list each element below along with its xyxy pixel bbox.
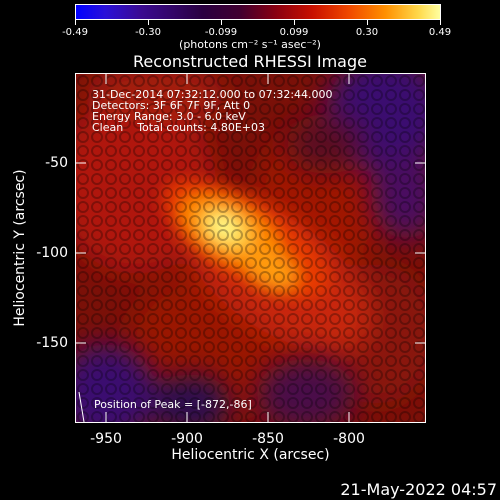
y-tick-label: -150 bbox=[36, 335, 68, 351]
colorbar-units: (photons cm⁻² s⁻¹ asec⁻²) bbox=[179, 38, 321, 51]
x-axis-label: Heliocentric X (arcsec) bbox=[171, 447, 330, 463]
heatmap-plot[interactable]: 31-Dec-2014 07:32:12.000 to 07:32:44.000… bbox=[75, 73, 426, 423]
heatmap-svg bbox=[76, 74, 425, 422]
y-axis-label: Heliocentric Y (arcsec) bbox=[12, 169, 28, 327]
clean-artifacts bbox=[76, 74, 425, 422]
colorbar-tick: -0.099 bbox=[204, 27, 238, 38]
arrow-marker bbox=[78, 391, 85, 422]
annotation-detectors: Detectors: 3F 6F 7F 9F, Att 0 bbox=[92, 99, 251, 112]
axis-ticks bbox=[76, 74, 425, 422]
x-tick-label: -900 bbox=[171, 431, 203, 447]
colorbar bbox=[75, 4, 441, 20]
annotation-peak: Position of Peak = [-872,-86] bbox=[94, 398, 252, 411]
colorbar-tick: -0.30 bbox=[135, 27, 161, 38]
y-tick-label: -100 bbox=[36, 245, 68, 261]
annotation-time-range: 31-Dec-2014 07:32:12.000 to 07:32:44.000 bbox=[92, 88, 333, 101]
x-tick-label: -950 bbox=[90, 431, 122, 447]
annotation-clean: Clean Total counts: 4.80E+03 bbox=[92, 121, 266, 134]
x-tick-label: -800 bbox=[333, 431, 365, 447]
x-tick-label: -850 bbox=[252, 431, 284, 447]
colorbar-tick: 0.30 bbox=[355, 27, 379, 38]
colorbar-tick: 0.099 bbox=[279, 27, 309, 38]
plot-title: Reconstructed RHESSI Image bbox=[133, 52, 367, 71]
colorbar-ticks: -0.49 -0.30 -0.099 0.099 0.30 0.49 bbox=[0, 0, 500, 40]
colorbar-tick: -0.49 bbox=[62, 27, 88, 38]
colorbar-tick: 0.49 bbox=[428, 27, 452, 38]
annotation-energy: Energy Range: 3.0 - 6.0 keV bbox=[92, 110, 246, 123]
y-tick-label: -50 bbox=[45, 155, 68, 171]
date-stamp: 21-May-2022 04:57 bbox=[340, 480, 497, 499]
